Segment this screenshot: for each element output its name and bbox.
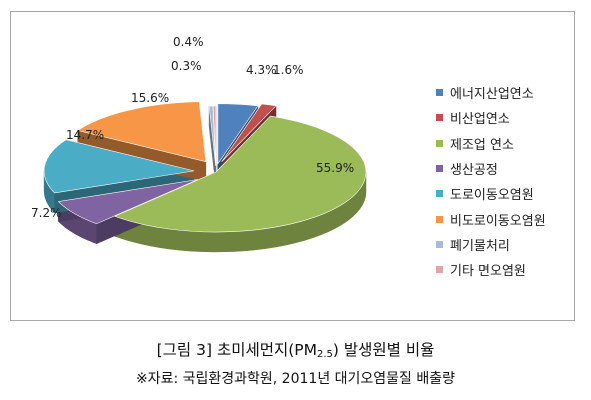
pie-slice-non-road-mobile bbox=[76, 101, 207, 163]
caption-suffix: ) 발생원별 비율 bbox=[332, 341, 435, 359]
legend-item-non-industrial: 비산업연소 bbox=[436, 105, 591, 130]
data-label-waste: 0.4% bbox=[173, 35, 204, 49]
data-label-other-area: 0.3% bbox=[171, 59, 202, 73]
legend-label-other-area: 기타 면오염원 bbox=[450, 264, 526, 280]
data-label-road-mobile: 14.7% bbox=[66, 128, 104, 142]
pie-slice-production-process bbox=[57, 179, 199, 225]
pie-top-faces bbox=[43, 101, 367, 233]
pie-chart: 4.3%1.6% 55.9% 7.2% 14.7% 15.6% 0.4% 0.3% bbox=[31, 35, 367, 253]
pie-slice-manufacturing bbox=[113, 115, 367, 233]
pie-slice-other-area bbox=[212, 105, 217, 167]
pie-data-labels: 4.3%1.6% 55.9% 7.2% 14.7% 15.6% 0.4% 0.3% bbox=[31, 35, 354, 220]
legend-swatch-manufacturing bbox=[436, 139, 443, 147]
legend-swatch-production-process bbox=[436, 165, 443, 173]
legend-swatch-non-industrial bbox=[436, 114, 443, 122]
legend-label-energy-industry: 에너지산업연소 bbox=[450, 87, 534, 103]
legend-label-non-road-mobile: 비도로이동오염원 bbox=[450, 213, 546, 229]
legend-item-other-area: 기타 면오염원 bbox=[436, 257, 591, 282]
data-label-manufacturing: 55.9% bbox=[316, 161, 354, 175]
legend-item-energy-industry: 에너지산업연소 bbox=[436, 80, 591, 105]
caption-subscript: 2.5 bbox=[317, 349, 333, 360]
figure-caption: [그림 3] 초미세먼지(PM2.5) 발생원별 비율 bbox=[0, 338, 591, 360]
legend-swatch-waste bbox=[436, 240, 443, 248]
data-label-energy-industry: 4.3% bbox=[246, 63, 277, 77]
legend-swatch-non-road-mobile bbox=[436, 215, 443, 223]
legend-label-manufacturing: 제조업 연소 bbox=[450, 137, 514, 153]
legend-label-non-industrial: 비산업연소 bbox=[450, 112, 510, 128]
legend-swatch-energy-industry bbox=[436, 89, 443, 97]
legend-swatch-other-area bbox=[436, 266, 443, 274]
data-label-non-road-mobile: 15.6% bbox=[131, 91, 169, 105]
legend-item-non-road-mobile: 비도로이동오염원 bbox=[436, 206, 591, 231]
chart-frame: 4.3% 1.6% 55.9% 7.2% 14.7% 15.6% 0.4% 0.3% 에너지산… bbox=[10, 11, 575, 321]
legend-swatch-road-mobile bbox=[436, 190, 443, 198]
source-note: ※자료: 국립환경과학원, 2011년 대기오염물질 배출량 bbox=[135, 371, 456, 387]
legend-item-road-mobile: 도로이동오염원 bbox=[436, 181, 591, 206]
legend-item-manufacturing: 제조업 연소 bbox=[436, 131, 591, 156]
data-label-non-industrial: 1.6% bbox=[273, 63, 304, 77]
data-label-production-process: 7.2% bbox=[31, 206, 62, 220]
legend-label-road-mobile: 도로이동오염원 bbox=[450, 188, 534, 204]
legend-label-waste: 폐기물처리 bbox=[450, 238, 510, 254]
caption-prefix: [그림 3] 초미세먼지(PM bbox=[156, 341, 318, 359]
pie-slice-non-industrial bbox=[221, 103, 277, 162]
legend-label-production-process: 생산공정 bbox=[450, 163, 498, 179]
legend-item-waste: 폐기물처리 bbox=[436, 232, 591, 257]
pie-slice-energy-industry bbox=[217, 103, 259, 165]
legend-item-production-process: 생산공정 bbox=[436, 156, 591, 181]
pie-slice-road-mobile bbox=[43, 139, 195, 194]
